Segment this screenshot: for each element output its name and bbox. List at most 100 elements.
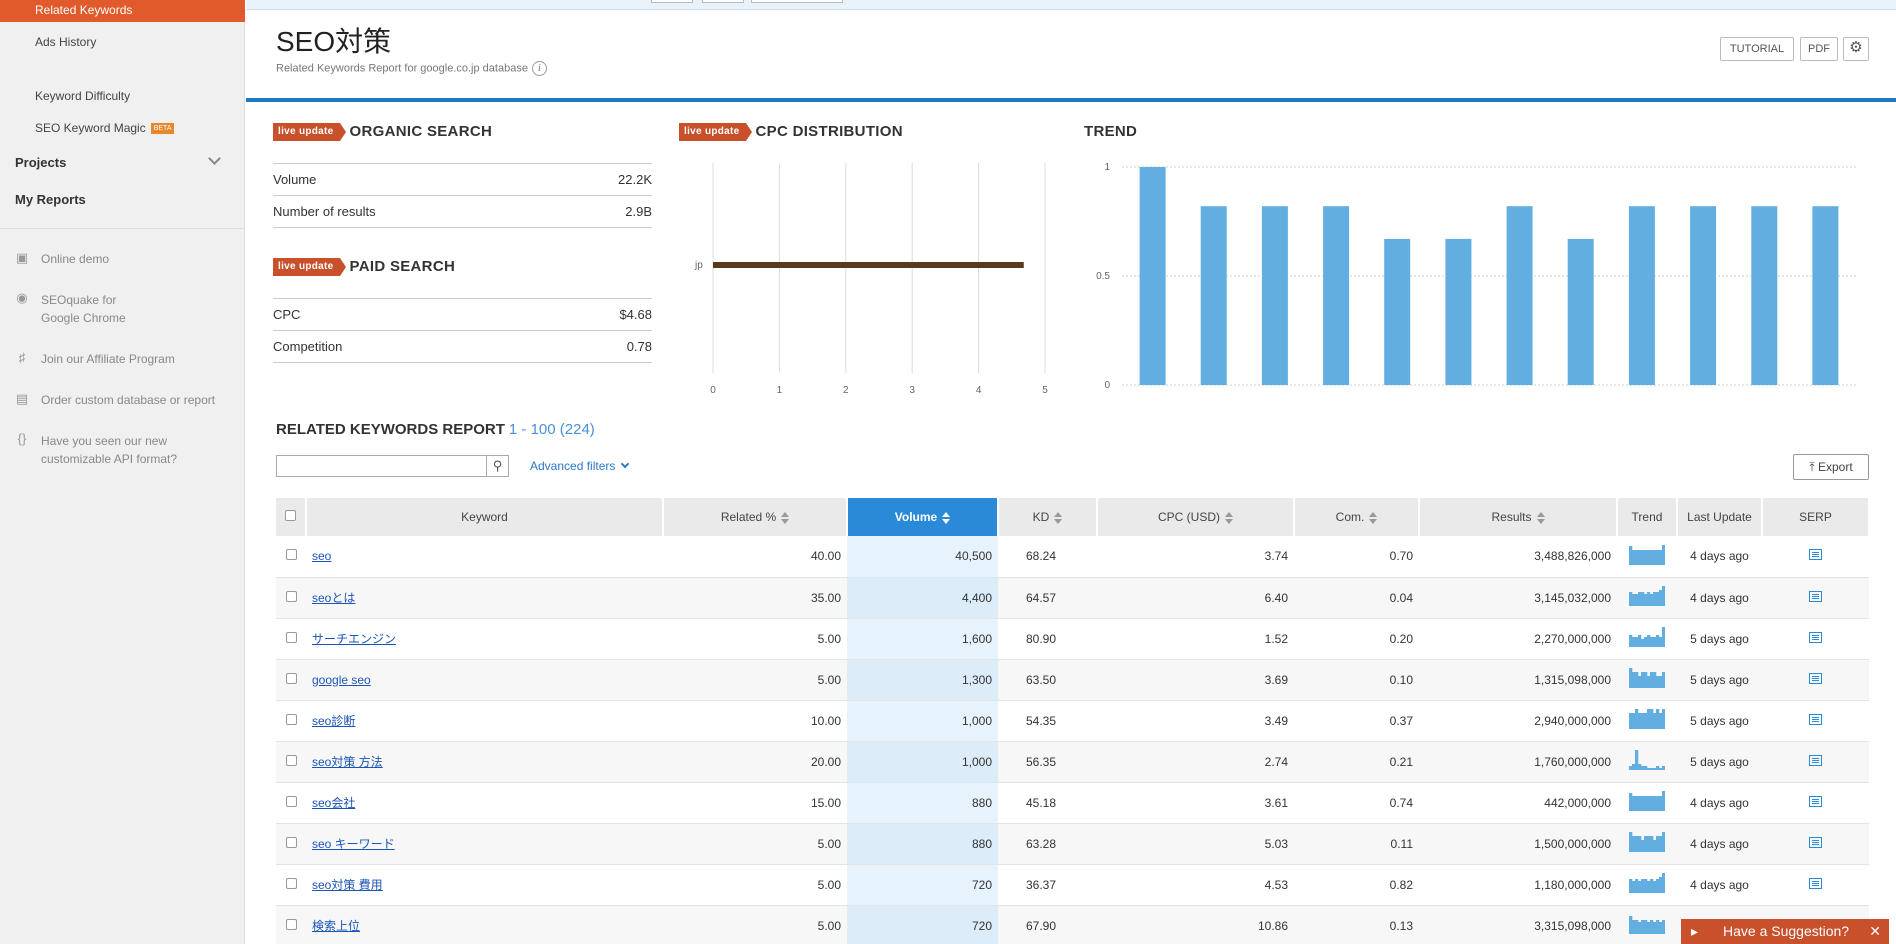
sidebar-item-related-keywords[interactable]: Related Keywords: [0, 0, 245, 22]
trend-sparkline[interactable]: [1629, 914, 1666, 934]
search-input[interactable]: [276, 455, 487, 477]
top-tab[interactable]: [651, 0, 693, 3]
sidebar-link-seoquake[interactable]: SEOquake for Google Chrome: [41, 291, 126, 327]
col-kd[interactable]: KD: [998, 498, 1098, 536]
trend-sparkline[interactable]: [1629, 544, 1666, 565]
trend-bar[interactable]: [1812, 206, 1839, 385]
chevron-down-icon[interactable]: [208, 152, 221, 165]
trend-sparkline[interactable]: [1629, 832, 1666, 852]
serp-icon[interactable]: [1809, 836, 1822, 848]
row-checkbox[interactable]: [285, 631, 297, 643]
keyword-link[interactable]: seo: [312, 549, 332, 564]
pdf-button[interactable]: PDF: [1800, 37, 1838, 61]
trend-bar[interactable]: [1445, 238, 1472, 385]
trend-bar[interactable]: [1261, 206, 1288, 385]
trend-sparkline[interactable]: [1629, 709, 1666, 729]
trend-bar[interactable]: [1690, 206, 1717, 385]
trend-bar[interactable]: [1323, 206, 1350, 385]
col-results[interactable]: Results: [1419, 498, 1618, 536]
top-tab[interactable]: [751, 0, 843, 3]
trend-sparkline[interactable]: [1629, 791, 1666, 811]
serp-icon[interactable]: [1809, 795, 1822, 807]
trend-sparkline[interactable]: [1629, 627, 1666, 647]
sidebar-item-projects[interactable]: Projects: [15, 155, 67, 170]
row-checkbox[interactable]: [285, 590, 297, 602]
advanced-filters-button[interactable]: Advanced filters: [530, 459, 630, 473]
col-keyword[interactable]: Keyword: [306, 498, 664, 536]
results-cell: 1,500,000,000: [1419, 823, 1617, 865]
trend-bar[interactable]: [1751, 206, 1778, 385]
trend-sparkline[interactable]: [1629, 586, 1666, 606]
sidebar-link-api[interactable]: Have you seen our new customizable API fo…: [41, 432, 177, 468]
serp-icon[interactable]: [1809, 590, 1822, 602]
cpc-bar[interactable]: [713, 262, 1024, 268]
sidebar-item-keyword-magic[interactable]: SEO Keyword Magic BETA: [35, 121, 175, 135]
close-icon[interactable]: ✕: [1869, 923, 1881, 939]
row-checkbox[interactable]: [285, 549, 297, 561]
trend-bar[interactable]: [1200, 206, 1227, 385]
keyword-link[interactable]: seo キーワード: [312, 837, 395, 851]
serp-icon[interactable]: [1809, 877, 1822, 889]
sidebar-link-affiliate[interactable]: Join our Affiliate Program: [41, 352, 175, 366]
row-checkbox[interactable]: [285, 754, 297, 766]
sort-icon: [942, 511, 951, 524]
keyword-link[interactable]: seo会社: [312, 796, 356, 810]
serp-icon[interactable]: [1809, 672, 1822, 684]
trend-sparkline[interactable]: [1629, 873, 1666, 893]
gear-icon[interactable]: ⚙: [1843, 37, 1869, 61]
sparkline-bar: [1629, 713, 1633, 729]
sparkline-bar: [1644, 672, 1648, 688]
export-button[interactable]: ⤒ Export: [1793, 454, 1869, 480]
row-checkbox[interactable]: [285, 918, 297, 930]
keyword-link[interactable]: google seo: [312, 672, 371, 687]
top-tab[interactable]: [702, 0, 744, 3]
trend-sparkline[interactable]: [1629, 750, 1666, 770]
serp-cell: [1762, 536, 1869, 578]
col-related[interactable]: Related %: [663, 498, 848, 536]
sidebar-link-order-custom[interactable]: Order custom database or report: [41, 393, 216, 407]
serp-icon[interactable]: [1809, 713, 1822, 725]
keyword-link[interactable]: 検索上位: [312, 919, 361, 933]
row-checkbox[interactable]: [285, 795, 297, 807]
sparkline-bar: [1647, 549, 1651, 565]
suggestion-widget[interactable]: ▸ Have a Suggestion? ✕: [1681, 919, 1889, 944]
keyword-link[interactable]: seo対策 費用: [312, 878, 383, 892]
row-checkbox[interactable]: [285, 672, 297, 684]
row-checkbox[interactable]: [285, 877, 297, 889]
kd-cell: 54.35: [998, 700, 1097, 742]
sparkline-bar: [1647, 592, 1651, 606]
trend-bar[interactable]: [1139, 167, 1166, 385]
row-checkbox[interactable]: [285, 836, 297, 848]
sidebar-item-keyword-difficulty[interactable]: Keyword Difficulty: [35, 89, 131, 103]
serp-icon[interactable]: [1809, 549, 1822, 561]
sidebar-item-my-reports[interactable]: My Reports: [15, 192, 86, 207]
col-volume[interactable]: Volume: [847, 498, 999, 536]
row-checkbox[interactable]: [285, 713, 297, 725]
select-all-checkbox[interactable]: [285, 510, 296, 521]
col-cpc[interactable]: CPC (USD): [1097, 498, 1295, 536]
info-icon[interactable]: i: [531, 61, 547, 76]
keyword-link[interactable]: サーチエンジン: [312, 632, 397, 646]
sidebar-link-online-demo[interactable]: Online demo: [41, 252, 110, 266]
keyword-link[interactable]: seo診断: [312, 714, 356, 728]
trend-bar[interactable]: [1506, 206, 1533, 385]
tutorial-button[interactable]: TUTORIAL: [1720, 37, 1794, 61]
trend-sparkline[interactable]: [1629, 668, 1666, 688]
trend-bar[interactable]: [1628, 206, 1655, 385]
export-label: Export: [1817, 460, 1853, 474]
trend-bar[interactable]: [1384, 238, 1411, 385]
search-icon[interactable]: ⚲: [487, 455, 509, 477]
sparkline-bar: [1629, 793, 1633, 811]
serp-icon[interactable]: [1809, 631, 1822, 643]
sidebar-item-ads-history[interactable]: Ads History: [35, 35, 97, 49]
serp-icon[interactable]: [1809, 754, 1822, 766]
sparkline-bar: [1656, 635, 1660, 647]
stat-value: 22.2K: [618, 172, 652, 187]
sparkline-bar: [1641, 840, 1645, 852]
keyword-link[interactable]: seo対策 方法: [312, 755, 383, 769]
col-com[interactable]: Com.: [1294, 498, 1420, 536]
trend-bar[interactable]: [1567, 238, 1594, 385]
report-range[interactable]: 1 - 100 (224): [508, 421, 595, 438]
keyword-link[interactable]: seoとは: [312, 591, 356, 605]
last-update-cell: 4 days ago: [1677, 782, 1762, 824]
